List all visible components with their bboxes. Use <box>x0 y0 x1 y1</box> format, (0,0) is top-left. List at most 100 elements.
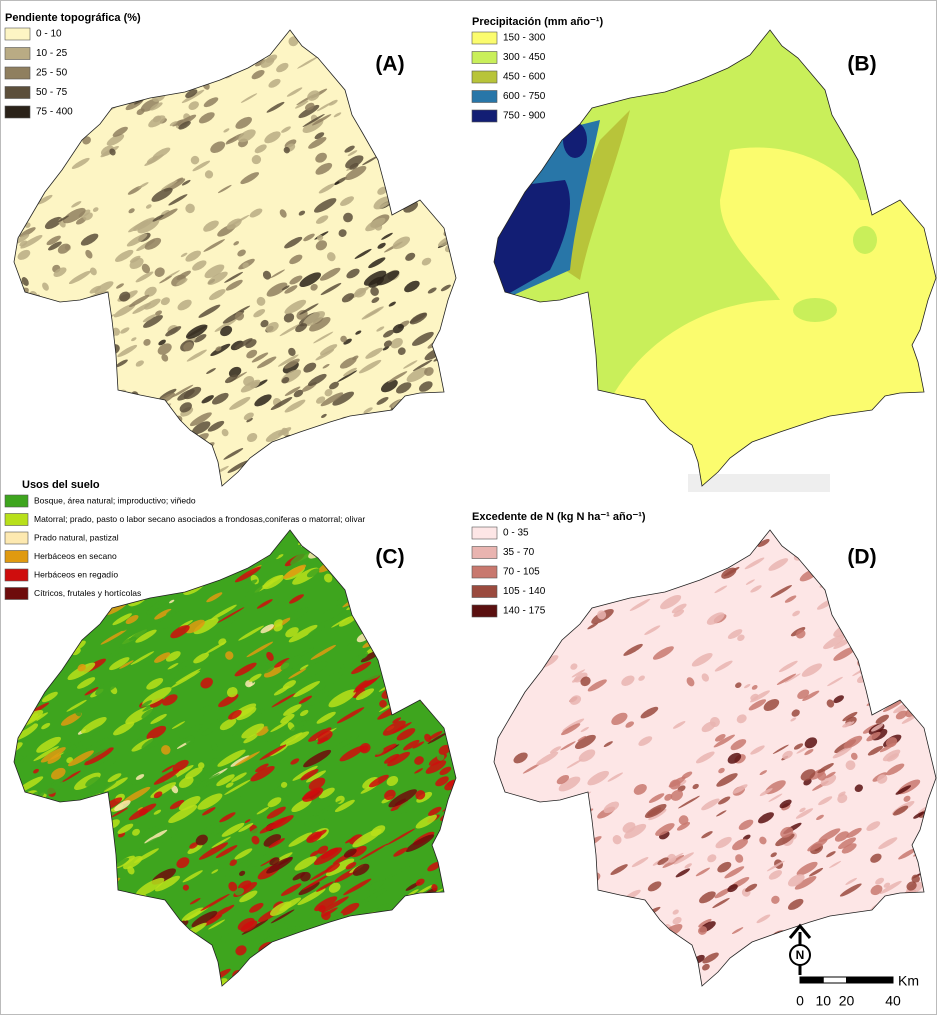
texture-patch <box>381 232 393 240</box>
texture-patch <box>878 837 898 850</box>
texture-patch <box>17 249 31 260</box>
texture-patch <box>763 698 780 712</box>
texture-patch <box>307 90 320 101</box>
texture-patch <box>165 651 181 662</box>
texture-patch <box>225 374 238 384</box>
texture-patch <box>735 854 744 863</box>
texture-patch <box>318 183 335 194</box>
texture-patch <box>193 773 220 789</box>
texture-patch <box>364 308 381 318</box>
texture-patch <box>283 312 295 323</box>
texture-patch <box>205 770 235 788</box>
texture-patch <box>321 907 338 917</box>
texture-patch <box>242 262 249 269</box>
texture-patch <box>724 866 745 879</box>
texture-patch <box>292 765 318 781</box>
texture-patch <box>228 366 242 378</box>
texture-patch <box>142 826 159 839</box>
texture-patch <box>353 678 378 693</box>
texture-patch <box>327 252 336 262</box>
texture-patch <box>779 799 792 809</box>
texture-patch <box>678 795 700 809</box>
region-outline <box>493 29 937 487</box>
texture-patch <box>203 914 223 926</box>
texture-patch <box>36 736 61 753</box>
texture-patch <box>352 828 382 848</box>
texture-patch <box>308 727 332 742</box>
texture-patch <box>240 920 258 932</box>
texture-patch <box>751 685 758 690</box>
legend-swatch <box>471 585 498 598</box>
texture-patch <box>698 918 712 928</box>
texture-patch <box>218 638 227 646</box>
texture-patch <box>92 207 99 212</box>
texture-patch <box>644 625 661 636</box>
texture-patch <box>396 382 412 394</box>
texture-patch <box>135 629 157 643</box>
texture-patch <box>167 663 179 670</box>
texture-patch <box>833 646 856 661</box>
texture-patch <box>808 867 824 877</box>
texture-patch <box>319 267 341 281</box>
texture-patch <box>370 286 379 296</box>
texture-patch <box>289 275 303 285</box>
texture-patch <box>818 828 841 843</box>
texture-patch <box>818 796 833 806</box>
texture-patch <box>698 926 708 935</box>
texture-patch <box>93 757 117 773</box>
texture-patch <box>623 643 643 656</box>
texture-patch <box>686 677 695 687</box>
texture-patch <box>266 101 285 113</box>
texture-patch <box>281 427 289 437</box>
texture-patch <box>204 264 225 279</box>
texture-patch <box>112 126 128 137</box>
texture-patch <box>750 585 762 593</box>
legend-label: Matorral; prado, pasto o labor secano as… <box>34 514 365 524</box>
texture-patch <box>204 170 214 179</box>
texture-patch <box>230 755 250 767</box>
texture-patch <box>100 629 127 645</box>
texture-patch <box>41 691 58 703</box>
texture-patch <box>288 832 313 847</box>
texture-patch <box>386 828 416 846</box>
texture-patch <box>237 249 246 257</box>
texture-patch <box>89 267 97 276</box>
texture-patch <box>170 670 201 688</box>
texture-patch <box>732 838 748 851</box>
texture-patch <box>202 807 216 816</box>
texture-patch <box>707 854 717 863</box>
texture-patch <box>211 742 218 751</box>
texture-patch <box>295 323 308 333</box>
texture-patch <box>317 603 347 623</box>
legend-label: 50 - 75 <box>36 87 68 98</box>
texture-patch <box>870 853 882 863</box>
texture-patch <box>629 598 651 611</box>
texture-patch <box>157 343 172 355</box>
texture-patch <box>128 208 135 214</box>
texture-patch <box>265 54 278 63</box>
texture-patch <box>842 711 858 722</box>
texture-patch <box>536 751 559 766</box>
texture-patch <box>280 713 295 724</box>
texture-patch <box>146 725 167 740</box>
texture-patch <box>107 773 122 783</box>
texture-patch <box>332 734 359 751</box>
texture-patch <box>427 287 437 294</box>
texture-patch <box>195 834 208 846</box>
texture-patch <box>125 706 153 725</box>
texture-patch <box>122 619 142 632</box>
texture-patch <box>234 662 257 677</box>
texture-patch <box>315 162 333 175</box>
legend-swatch <box>4 587 29 600</box>
texture-patch <box>169 599 175 604</box>
texture-patch <box>71 201 82 208</box>
texture-patch <box>854 784 863 792</box>
texture-patch <box>379 699 387 708</box>
texture-patch <box>715 836 732 849</box>
legend-swatch <box>471 70 498 84</box>
texture-patch <box>176 278 188 286</box>
texture-patch <box>244 585 263 598</box>
legend-label: 750 - 900 <box>503 111 546 122</box>
texture-patch <box>424 367 434 376</box>
texture-patch <box>141 708 158 719</box>
